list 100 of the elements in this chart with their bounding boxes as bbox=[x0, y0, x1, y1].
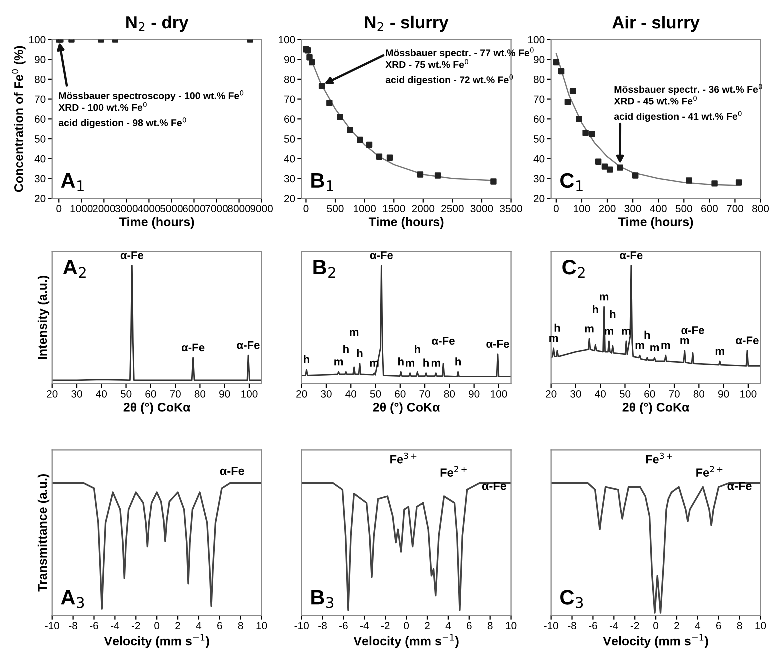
annotation: m bbox=[585, 326, 594, 333]
text: Fe$^{3+}$ bbox=[646, 452, 672, 464]
x-tick-label: -4 bbox=[360, 622, 369, 630]
annotation: h bbox=[344, 345, 349, 354]
annotation: α-Fe bbox=[736, 336, 759, 344]
annotation: Mössbauer spectr. - 77 wt.% Fe$^{0}$ bbox=[386, 48, 534, 58]
x-tick-label: 0 bbox=[404, 622, 410, 630]
annotation: m bbox=[662, 343, 670, 350]
x-axis-title: Time (hours) bbox=[119, 217, 194, 229]
x-tick-label: 4 bbox=[196, 622, 202, 630]
x-tick-label: 70 bbox=[170, 390, 181, 398]
annotation: XRD - 100 wt.% Fe$^{0}$ bbox=[58, 102, 147, 112]
annotation: C$_{3}$ bbox=[560, 590, 584, 608]
x-tick-label: 90 bbox=[220, 390, 230, 398]
annotation: h bbox=[456, 358, 462, 366]
annotation: A$_{3}$ bbox=[61, 590, 84, 608]
x-tick-label: 0 bbox=[554, 205, 559, 212]
x-tick-label: 30 bbox=[72, 390, 82, 398]
x-tick-label: 10 bbox=[506, 622, 517, 630]
annotation: h bbox=[415, 345, 420, 354]
x-tick-label: 20 bbox=[47, 390, 58, 398]
y-axis-title: Concentration of Fe$^{0}$ (%) bbox=[12, 46, 26, 192]
x-tick-label: 90 bbox=[718, 390, 730, 398]
y-tick-label: 30 bbox=[534, 175, 545, 183]
y-tick-label: 50 bbox=[534, 136, 545, 143]
y-tick-label: 80 bbox=[284, 76, 296, 84]
x-tick-label: 6 bbox=[218, 622, 222, 630]
x-tick-label: 60 bbox=[146, 390, 156, 398]
x-tick-label: 40 bbox=[595, 390, 606, 398]
x-tick-label: 300 bbox=[624, 205, 642, 212]
annotation: α-Fe bbox=[432, 337, 455, 345]
x-axis-title: Time (hours) bbox=[368, 217, 444, 229]
y-tick-label: 20 bbox=[35, 195, 46, 202]
x-axis-title: 2θ (°) CoKα bbox=[373, 402, 440, 414]
x-tick-label: 1500 bbox=[383, 205, 406, 212]
annotation: α-Fe bbox=[486, 340, 510, 348]
annotation: α-Fe bbox=[370, 252, 394, 260]
x-tick-label: 20 bbox=[296, 390, 308, 398]
y-axis-title: Transmittance (a.u.) bbox=[38, 474, 50, 592]
x-tick-label: 0 bbox=[154, 622, 160, 630]
y-tick-label: 40 bbox=[534, 155, 545, 163]
y-tick-label: 80 bbox=[34, 76, 46, 84]
x-tick-label: -2 bbox=[381, 622, 390, 630]
y-tick-label: 30 bbox=[284, 175, 296, 183]
x-tick-label: 4000 bbox=[138, 205, 160, 212]
annotation: Mössbauer spectroscopy - 100 wt.% Fe$^{0}$ bbox=[59, 90, 244, 102]
annotation: α-Fe bbox=[182, 344, 205, 352]
x-tick-label: 70 bbox=[420, 390, 430, 398]
x-tick-label: 4 bbox=[695, 622, 701, 630]
x-tick-label: 8 bbox=[737, 622, 742, 630]
annotation: h bbox=[424, 358, 429, 367]
annotation: acid digestion - 72 wt.% Fe$^{0}$ bbox=[386, 74, 514, 86]
x-tick-label: 500 bbox=[327, 205, 344, 212]
annotation: m bbox=[680, 338, 690, 344]
y-tick-label: 40 bbox=[34, 155, 46, 163]
annotation: B$_{3}$ bbox=[312, 590, 334, 608]
x-tick-label: 0 bbox=[654, 622, 659, 630]
y-tick-label: 60 bbox=[284, 116, 296, 124]
x-tick-label: 200 bbox=[599, 205, 616, 212]
annotation: XRD - 75 wt.% Fe$^{0}$ bbox=[386, 59, 468, 68]
x-tick-label: 3000 bbox=[470, 205, 494, 212]
x-tick-label: 2 bbox=[425, 622, 430, 630]
text: Fe$^{3+}$ bbox=[390, 452, 417, 464]
x-tick-label: 80 bbox=[194, 390, 206, 398]
annotation: α-Fe bbox=[682, 326, 704, 334]
y-tick-label: 50 bbox=[284, 136, 296, 143]
x-tick-label: 5000 bbox=[160, 205, 183, 212]
x-tick-label: -2 bbox=[630, 622, 640, 630]
chart-title: N$_{2}$ - slurry bbox=[365, 16, 449, 32]
x-tick-label: 8 bbox=[488, 622, 493, 630]
x-axis-title: 2θ (°) CoKα bbox=[622, 402, 690, 414]
x-tick-label: -4 bbox=[610, 622, 618, 630]
annotation: A$_{1}$ bbox=[61, 174, 84, 192]
annotation: h bbox=[398, 358, 404, 366]
x-tick-label: 40 bbox=[96, 390, 108, 398]
x-tick-label: 0 bbox=[304, 205, 309, 212]
x-tick-label: 70 bbox=[669, 390, 680, 398]
y-tick-label: 50 bbox=[34, 136, 46, 143]
x-tick-label: -4 bbox=[111, 622, 120, 630]
x-axis-title: 2θ (°) CoKα bbox=[124, 402, 191, 414]
y-tick-label: 70 bbox=[284, 96, 296, 104]
x-tick-label: 8 bbox=[238, 622, 244, 630]
x-axis-title: Velocity (mm s$^{−1}$) bbox=[354, 634, 459, 648]
x-tick-label: -10 bbox=[544, 622, 558, 630]
x-tick-label: 9000 bbox=[250, 205, 273, 212]
x-tick-label: 3500 bbox=[500, 205, 522, 212]
x-tick-label: -8 bbox=[568, 622, 576, 630]
annotation: α-Fe bbox=[728, 482, 752, 490]
x-tick-label: -6 bbox=[340, 622, 348, 630]
annotation: C$_{2}$ bbox=[562, 260, 585, 278]
y-tick-label: 70 bbox=[35, 96, 46, 104]
x-tick-label: 800 bbox=[752, 205, 770, 212]
annotation: m bbox=[716, 349, 724, 356]
annotation: h bbox=[357, 349, 363, 358]
y-tick-label: 100 bbox=[279, 36, 296, 44]
x-tick-label: 10 bbox=[256, 622, 268, 630]
x-tick-label: -8 bbox=[318, 622, 327, 630]
annotation: m bbox=[550, 336, 558, 342]
x-tick-label: -10 bbox=[45, 622, 60, 630]
x-tick-label: 4 bbox=[446, 622, 452, 630]
